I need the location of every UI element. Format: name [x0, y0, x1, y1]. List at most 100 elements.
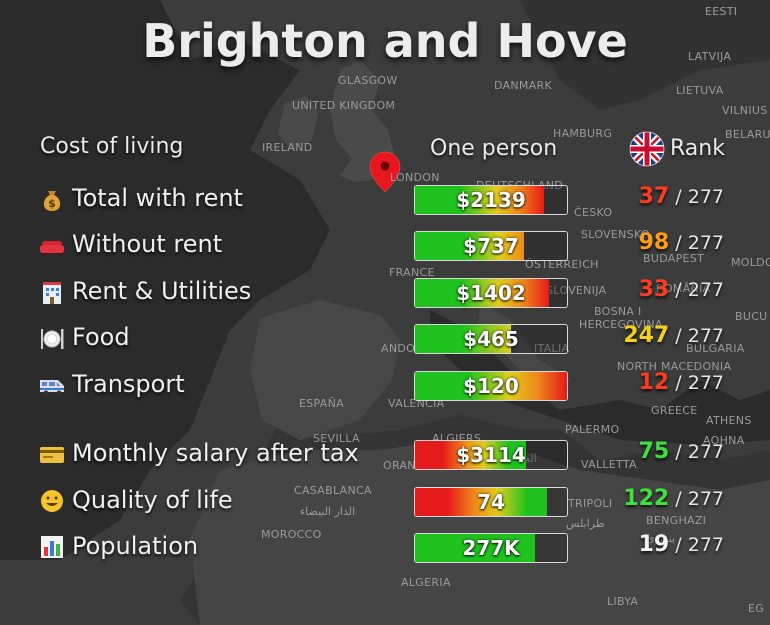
rank-total: 277	[687, 279, 724, 301]
value-bar: $1402	[414, 278, 568, 308]
rank-value: 12 / 277	[600, 370, 724, 395]
value-bar-fill	[415, 279, 549, 307]
rank-separator: /	[669, 534, 688, 556]
rank-value: 122 / 277	[600, 486, 724, 511]
metric-label: Total with rent	[72, 184, 243, 212]
rank-number: 75	[638, 439, 670, 464]
rank-separator: /	[669, 488, 688, 510]
fork-knife-plate-icon	[38, 324, 66, 352]
value-bar-fill	[415, 441, 526, 469]
bar-chart-icon	[38, 533, 66, 561]
metric-label: Rent & Utilities	[72, 277, 252, 305]
rank-separator: /	[669, 441, 688, 463]
map-label: HAMBURG	[553, 127, 613, 140]
rank-separator: /	[669, 279, 688, 301]
map-label: LIETUVA	[676, 84, 724, 97]
map-label: SLOVENSKO	[581, 228, 650, 241]
rank-number: 98	[638, 230, 670, 255]
rank-number: 247	[623, 323, 670, 348]
map-label: بنغازي	[646, 532, 675, 545]
metric-label: Monthly salary after tax	[72, 439, 359, 467]
value-bar: $3114	[414, 440, 568, 470]
value-text: $120	[463, 374, 519, 398]
rank-value: 33 / 277	[600, 277, 724, 302]
map-label: SLOVENIJA	[546, 284, 607, 297]
credit-card-icon	[38, 440, 66, 468]
map-label: EG	[748, 602, 765, 615]
value-text: $2139	[456, 188, 526, 212]
rank-total: 277	[687, 372, 724, 394]
map-label: PALERMO	[565, 423, 620, 436]
rank-header: Rank	[670, 136, 725, 161]
map-label: NORTH MACEDONIA	[617, 360, 732, 373]
value-bar-fill	[415, 372, 567, 400]
map-label: IRELAND	[262, 141, 313, 154]
rank-separator: /	[669, 232, 688, 254]
value-bar-fill	[415, 488, 548, 516]
metric-row: Transport $120 12 / 277	[0, 366, 770, 406]
minibus-icon	[38, 371, 66, 399]
metric-row: Quality of life 74 122 / 277	[0, 482, 770, 522]
map-label: طرابلس	[566, 517, 605, 530]
value-text: 277K	[462, 536, 520, 560]
map-label: LIBYA	[607, 595, 639, 608]
metric-row: Monthly salary after tax $3114 75 / 277	[0, 435, 770, 475]
metric-row: Without rent $737 98 / 277	[0, 226, 770, 266]
rank-number: 33	[638, 277, 670, 302]
rank-separator: /	[669, 186, 688, 208]
value-text: 74	[477, 490, 505, 514]
map-label: VILNIUS	[722, 104, 768, 117]
map-label: BENGHAZI	[646, 514, 707, 527]
rank-total: 277	[687, 186, 724, 208]
map-label: BULGARIA	[686, 342, 745, 355]
map-label: ESPAÑA	[299, 397, 344, 410]
map-label: UNITED KINGDOM	[292, 99, 396, 112]
building-icon	[38, 278, 66, 306]
map-label: BUDAPEST	[643, 252, 705, 265]
value-bar: $2139	[414, 185, 568, 215]
map-label: FRANCE	[389, 266, 435, 279]
map-label: الدار البيضاء	[300, 505, 356, 518]
map-label: CASABLANCA	[294, 484, 372, 497]
value-bar-fill	[415, 186, 545, 214]
value-text: $3114	[456, 443, 526, 467]
rank-total: 277	[687, 534, 724, 556]
rank-total: 277	[687, 488, 724, 510]
map-label: SEVILLA	[313, 432, 360, 445]
rank-value: 75 / 277	[600, 439, 724, 464]
map-label: GREECE	[651, 404, 698, 417]
rank-number: 122	[623, 486, 670, 511]
map-label: ITALIA	[534, 342, 570, 355]
map-label: BELARUS	[725, 128, 770, 141]
map-label: ALGERIA	[401, 576, 451, 589]
map-label: BOSNA I	[594, 305, 642, 318]
value-text: $465	[463, 327, 519, 351]
rank-total: 277	[687, 232, 724, 254]
value-bar-fill	[415, 232, 525, 260]
value-bar: 74	[414, 487, 568, 517]
map-label: TRIPOLI	[568, 497, 613, 510]
map-label: MOLDO	[731, 256, 770, 269]
rank-value: 37 / 277	[600, 184, 724, 209]
value-bar-fill	[415, 534, 536, 562]
page-title: Brighton and Hove	[142, 14, 628, 68]
map-label: HERCEGOVINA	[579, 318, 663, 331]
rank-separator: /	[669, 325, 688, 347]
map-label: LONDON	[390, 171, 440, 184]
map-label: ÖSTERREICH	[525, 258, 599, 271]
money-bag-icon: $	[38, 185, 66, 213]
svg-text:$: $	[48, 197, 56, 210]
map-label: ATHENS	[706, 414, 752, 427]
metric-label: Quality of life	[72, 486, 233, 514]
metric-row: Rent & Utilities $1402 33 / 277	[0, 273, 770, 313]
value-bar-fill	[415, 325, 511, 353]
value-bar: $737	[414, 231, 568, 261]
location-marker-icon	[369, 151, 401, 193]
map-label: AOHNA	[703, 434, 745, 447]
rank-number: 12	[638, 370, 670, 395]
value-text: $1402	[456, 281, 526, 305]
value-bar: $465	[414, 324, 568, 354]
metric-row: Food $465 247 / 277	[0, 319, 770, 359]
